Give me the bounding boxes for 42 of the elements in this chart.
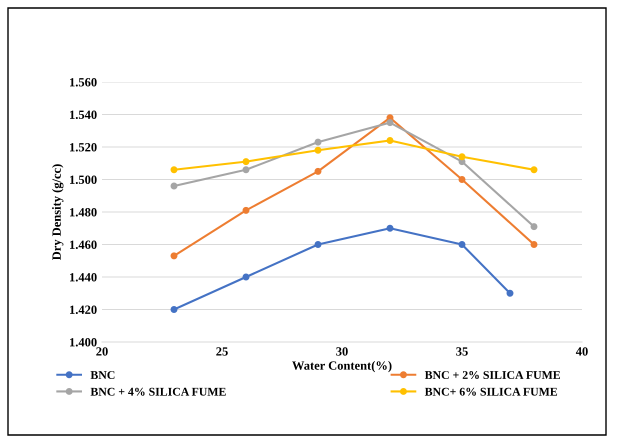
point [314, 146, 322, 154]
y-tick-label: 1.460 [70, 240, 97, 250]
y-tick-label: 1.500 [70, 176, 97, 184]
point [386, 224, 394, 232]
point [530, 166, 538, 174]
y-tick-label: 1.520 [70, 143, 97, 152]
y-tick-label: 1.420 [70, 306, 97, 314]
point [242, 158, 250, 166]
x-tick-label: 30 [336, 347, 348, 356]
point [530, 241, 538, 248]
legend-label: BNC+ 6% SILICA FUME [424, 388, 558, 396]
x-tick-label: 40 [576, 347, 588, 356]
point [458, 153, 466, 160]
point [170, 252, 178, 260]
point [386, 137, 394, 144]
y-tick-label: 1.440 [70, 273, 97, 282]
point [170, 166, 178, 174]
x-tick-label: 25 [216, 347, 228, 356]
point [506, 290, 514, 297]
x-axis-title: Water Content(%) [292, 360, 392, 372]
y-tick-label: 1.560 [70, 78, 97, 87]
x-tick-label: 20 [96, 347, 108, 356]
point [314, 138, 322, 146]
point [242, 166, 250, 174]
point [170, 182, 178, 190]
legend-label: BNC + 4% SILICA FUME [90, 388, 226, 396]
legend-label: BNC + 2% SILICA FUME [424, 371, 560, 380]
y-tick-label: 1.480 [70, 208, 97, 217]
x-tick-label: 35 [456, 347, 468, 356]
point [314, 241, 322, 248]
point [314, 168, 322, 175]
y-tick-label: 1.400 [70, 338, 97, 347]
point [386, 119, 394, 126]
point [242, 274, 250, 280]
point [170, 306, 178, 313]
y-tick-label: 1.540 [70, 110, 97, 120]
point [242, 206, 250, 214]
point [530, 223, 538, 230]
point [458, 241, 466, 248]
point [458, 176, 466, 183]
legend-label: BNC [90, 371, 114, 380]
y-axis-title: Dry Density (g/cc) [52, 164, 64, 260]
